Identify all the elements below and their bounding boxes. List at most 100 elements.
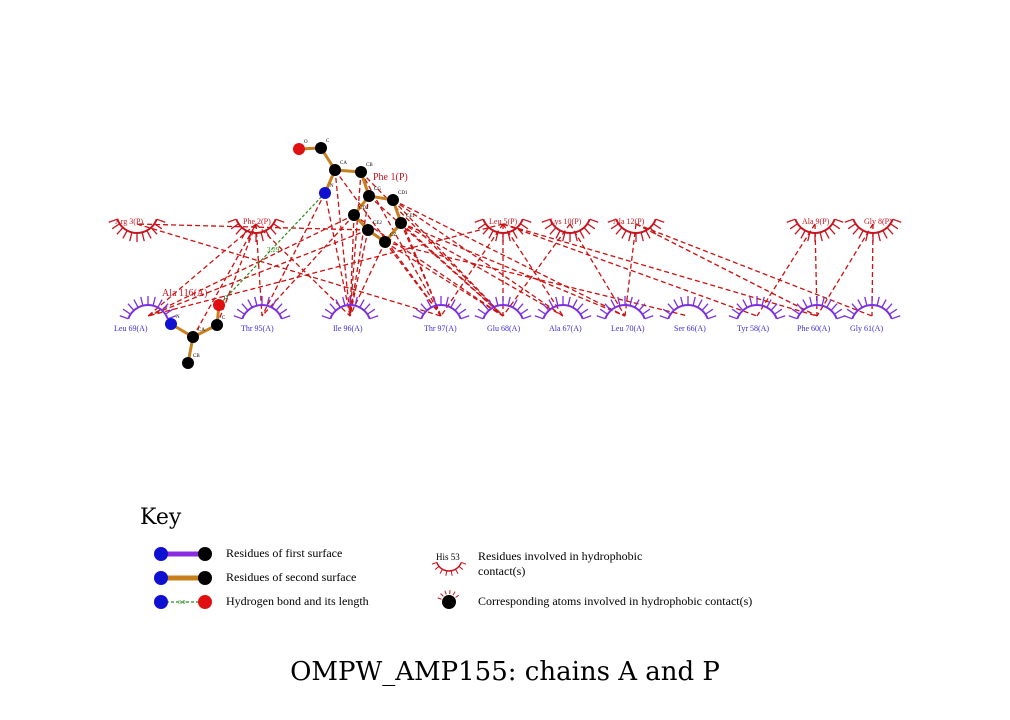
residue-label-a: Leu 69(A) bbox=[114, 324, 148, 333]
arc-spoke bbox=[544, 223, 553, 230]
arc-thr-97-a- bbox=[412, 296, 470, 320]
arc-gly-61-a- bbox=[843, 296, 901, 320]
arc-spoke bbox=[673, 299, 679, 308]
arc-spoke bbox=[477, 223, 486, 230]
arc-leu-5-p- bbox=[474, 218, 532, 242]
arc-spoke bbox=[599, 308, 608, 315]
arc-spoke bbox=[445, 296, 449, 306]
residue-label-p: Arg 3(P) bbox=[115, 217, 143, 226]
arc-spoke bbox=[520, 223, 529, 230]
arc-spoke bbox=[770, 303, 778, 311]
arc-spoke bbox=[108, 218, 118, 223]
arc-spoke bbox=[477, 308, 486, 315]
arc-spoke bbox=[889, 308, 898, 315]
residue-label-a: Ser 66(A) bbox=[674, 324, 706, 333]
arc-spoke bbox=[607, 218, 617, 223]
residue-label-a: Glu 68(A) bbox=[487, 324, 520, 333]
residue-label-a: Thr 97(A) bbox=[424, 324, 457, 333]
contact-line bbox=[502, 223, 564, 317]
residue-label-p: Ala 9(P) bbox=[802, 217, 830, 226]
arc-spoke bbox=[582, 315, 592, 320]
ligand-label: Phe 1(P) bbox=[373, 172, 408, 183]
arc-spoke bbox=[800, 230, 806, 239]
arc-spoke bbox=[548, 299, 554, 308]
arc-spoke bbox=[488, 299, 494, 308]
diagram-title: OMPW_AMP155: chains A and P bbox=[290, 657, 720, 687]
arc-spoke bbox=[832, 223, 841, 230]
residue-label-p: Ala 12(P) bbox=[613, 217, 645, 226]
arc-spoke bbox=[852, 227, 860, 235]
ligand-atom-label: CZ bbox=[390, 233, 396, 238]
arc-spoke bbox=[165, 308, 174, 315]
residue-label-a: Ala 67(A) bbox=[549, 324, 582, 333]
arc-spoke bbox=[640, 232, 644, 242]
key-heading: Key bbox=[140, 505, 182, 530]
arc-spoke bbox=[522, 218, 532, 223]
hbond-length-label: 3.29 bbox=[267, 246, 280, 254]
arc-spoke bbox=[233, 315, 243, 320]
ligand-atom-cz bbox=[379, 236, 391, 248]
ligand-atom-label: CE1 bbox=[406, 214, 415, 219]
arc-spoke bbox=[786, 218, 796, 223]
arc-spoke bbox=[150, 227, 158, 235]
contact-line bbox=[349, 195, 370, 317]
arc-spoke bbox=[329, 303, 337, 311]
contact-line bbox=[400, 222, 626, 317]
ligand-atom-label: CB bbox=[366, 163, 373, 168]
key-oxygen-atom bbox=[198, 595, 212, 609]
arc-spoke bbox=[154, 223, 163, 230]
arc-ile-96-a- bbox=[321, 296, 379, 320]
arc-spoke bbox=[141, 232, 145, 242]
arc-spoke bbox=[266, 296, 270, 306]
arc-spoke bbox=[363, 303, 371, 311]
arc-spoke bbox=[354, 296, 358, 306]
arc-spoke bbox=[512, 230, 518, 239]
arc-spoke bbox=[146, 230, 152, 239]
arc-spoke bbox=[369, 315, 379, 320]
arc-spoke bbox=[851, 303, 859, 311]
key-first-surface: Residues of first surface bbox=[154, 546, 342, 561]
key-nitrogen-atom bbox=[154, 571, 168, 585]
arc-spoke bbox=[892, 218, 902, 223]
ligand-atom-o bbox=[293, 143, 305, 155]
arc-spoke bbox=[555, 296, 559, 306]
ligand-atom-label: N bbox=[330, 184, 334, 189]
arc-spoke bbox=[844, 218, 854, 223]
arc-spoke bbox=[881, 299, 887, 308]
arc-leu-69-a- bbox=[119, 296, 177, 320]
arc-spoke bbox=[474, 218, 484, 223]
partner-atom-label: C bbox=[222, 316, 226, 321]
contact-line bbox=[502, 223, 571, 317]
key-atom-spoke bbox=[455, 594, 460, 598]
partner-atom-label: CA bbox=[198, 328, 205, 333]
arc-spoke bbox=[537, 308, 546, 315]
arc-spoke bbox=[516, 303, 524, 311]
arc-spoke bbox=[847, 223, 856, 230]
arc-spoke bbox=[761, 296, 765, 306]
arc-glu-68-a- bbox=[474, 296, 532, 320]
arc-spoke bbox=[152, 296, 156, 306]
key-arc-spoke bbox=[431, 561, 437, 565]
arc-spoke bbox=[731, 308, 740, 315]
key-atom-spokes bbox=[437, 590, 460, 600]
arc-spoke bbox=[555, 230, 561, 239]
chain-a-residue-arcs bbox=[119, 296, 901, 320]
contact-line bbox=[261, 192, 326, 317]
arc-spoke bbox=[474, 315, 484, 320]
arc-phe-60-a- bbox=[788, 296, 846, 320]
arc-spoke bbox=[774, 308, 783, 315]
arc-spoke bbox=[876, 296, 880, 306]
arc-spoke bbox=[359, 299, 365, 308]
arc-spoke bbox=[583, 227, 591, 235]
residue-label-p: Lys 10(P) bbox=[550, 217, 582, 226]
arc-spoke bbox=[241, 230, 247, 239]
hbond-line bbox=[218, 192, 326, 306]
arc-spoke bbox=[789, 223, 798, 230]
contact-line bbox=[400, 222, 564, 317]
contact-line bbox=[349, 171, 362, 317]
arc-spoke bbox=[655, 218, 665, 223]
arc-spoke bbox=[520, 308, 529, 315]
arc-spoke bbox=[458, 308, 467, 315]
arc-spoke bbox=[254, 296, 258, 306]
